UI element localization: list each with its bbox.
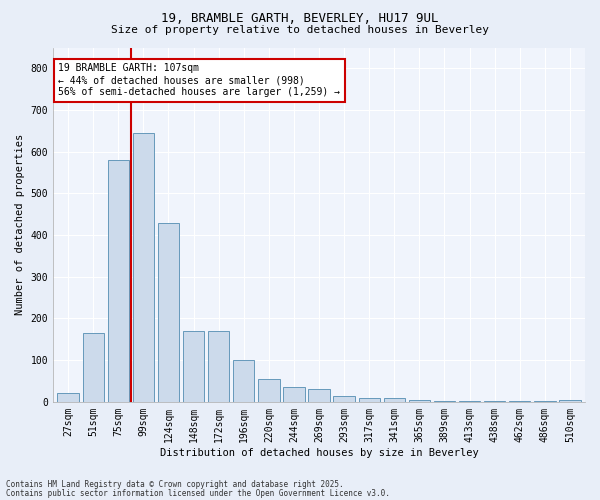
Bar (208, 331, 229, 402)
Bar (559, 400, 581, 402)
Bar (183, 331, 204, 402)
Bar (334, 396, 355, 402)
X-axis label: Distribution of detached houses by size in Beverley: Distribution of detached houses by size … (160, 448, 478, 458)
Text: Size of property relative to detached houses in Beverley: Size of property relative to detached ho… (111, 25, 489, 35)
Bar (308, 390, 329, 402)
Bar (434, 400, 455, 402)
Text: 19, BRAMBLE GARTH, BEVERLEY, HU17 9UL: 19, BRAMBLE GARTH, BEVERLEY, HU17 9UL (161, 12, 439, 26)
Bar (383, 398, 405, 402)
Text: Contains public sector information licensed under the Open Government Licence v3: Contains public sector information licen… (6, 488, 390, 498)
Bar (258, 379, 280, 402)
Bar (133, 133, 154, 402)
Bar (158, 222, 179, 402)
Bar (409, 400, 430, 402)
Bar (459, 401, 480, 402)
Bar (233, 360, 254, 402)
Text: Contains HM Land Registry data © Crown copyright and database right 2025.: Contains HM Land Registry data © Crown c… (6, 480, 344, 489)
Text: 19 BRAMBLE GARTH: 107sqm
← 44% of detached houses are smaller (998)
56% of semi-: 19 BRAMBLE GARTH: 107sqm ← 44% of detach… (58, 64, 340, 96)
Bar (58, 394, 79, 402)
Bar (283, 387, 305, 402)
Bar (107, 160, 129, 402)
Bar (83, 333, 104, 402)
Y-axis label: Number of detached properties: Number of detached properties (15, 134, 25, 316)
Bar (359, 398, 380, 402)
Bar (484, 401, 505, 402)
